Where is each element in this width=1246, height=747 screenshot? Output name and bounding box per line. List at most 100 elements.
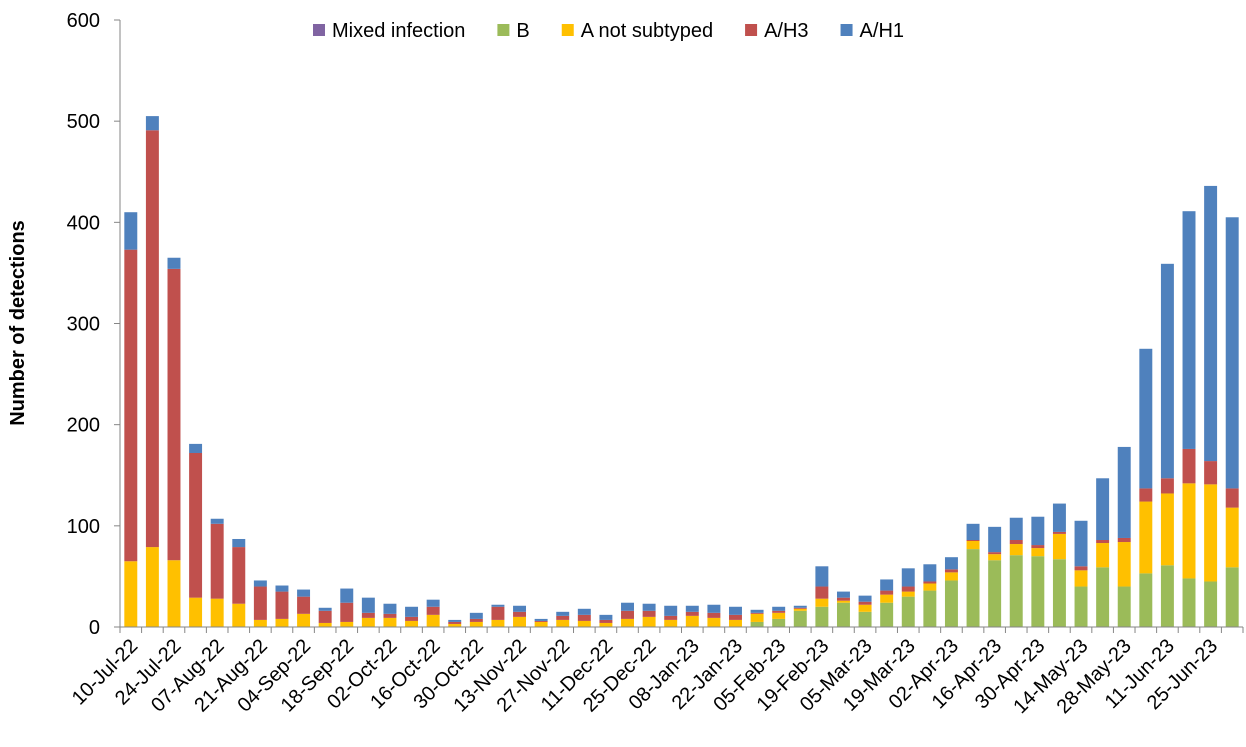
bar-segment <box>1009 544 1023 556</box>
bar-segment <box>1074 570 1088 587</box>
bar-segment <box>145 116 159 131</box>
bar-segment <box>232 547 246 604</box>
bar-segment <box>858 601 872 605</box>
bar-segment <box>534 618 548 621</box>
bar-segment <box>729 614 742 620</box>
bar-segment <box>685 605 699 612</box>
bar-segment <box>880 590 894 595</box>
bar-segment <box>923 583 937 591</box>
bar-segment <box>944 580 958 627</box>
bar-segment <box>469 612 483 619</box>
bar-segment <box>944 569 958 573</box>
bar-segment <box>1052 533 1066 560</box>
bar-segment <box>642 616 656 627</box>
bar-segment <box>189 452 203 598</box>
bar-segment <box>297 613 311 627</box>
legend-label: Mixed infection <box>332 20 465 42</box>
bar-segment <box>1096 543 1110 568</box>
bar-segment <box>836 597 850 601</box>
bar-segment <box>988 560 1002 627</box>
bar-segment <box>426 614 440 627</box>
bar-segment <box>664 619 678 627</box>
bar-segment <box>189 597 203 627</box>
bar-segment <box>880 579 894 591</box>
bar-segment <box>664 605 678 616</box>
bar-segment <box>124 249 138 562</box>
bar-segment <box>340 602 354 622</box>
bar-segment <box>944 557 958 570</box>
bar-segment <box>469 621 483 627</box>
bar-segment <box>858 611 872 627</box>
y-tick-label: 500 <box>67 111 100 133</box>
bar-segment <box>1160 493 1174 566</box>
bar-segment <box>1117 446 1131 538</box>
bar-segment <box>1117 586 1131 627</box>
bar-segment <box>1074 566 1088 571</box>
bar-segment <box>253 619 267 627</box>
y-tick-label: 600 <box>67 10 100 32</box>
bar-segment <box>880 594 894 603</box>
legend-swatch <box>745 24 758 36</box>
bar-segment <box>1117 542 1131 587</box>
bar-segment <box>1160 263 1174 479</box>
bar-segment <box>124 212 138 250</box>
bar-segment <box>1031 545 1045 549</box>
bar-segment <box>513 616 527 627</box>
bar-segment <box>901 586 915 592</box>
bar-segment <box>707 612 721 618</box>
bar-segment <box>1052 531 1066 534</box>
bar-segment <box>966 541 980 550</box>
bar-segment <box>621 602 634 611</box>
bar-segment <box>685 615 699 627</box>
bar-segment <box>793 607 807 609</box>
bar-segment <box>880 602 894 627</box>
bar-segment <box>577 620 591 627</box>
bar-segment <box>1139 501 1153 574</box>
bar-segment <box>750 613 764 622</box>
bar-segment <box>1117 537 1131 543</box>
bar-segment <box>534 620 548 622</box>
bar-segment <box>340 621 354 627</box>
bar-segment <box>297 596 311 614</box>
bar-segment <box>1074 520 1088 567</box>
bar-segment <box>836 591 850 598</box>
bar-segment <box>167 560 181 627</box>
bar-segment <box>556 619 570 627</box>
bar-segment <box>966 539 980 542</box>
bar-segment <box>707 604 721 613</box>
bar-segment <box>750 612 764 614</box>
bar-segment <box>772 610 786 613</box>
bar-segment <box>729 619 742 627</box>
bar-segment <box>361 617 375 627</box>
bar-segment <box>685 611 699 616</box>
bar-segment <box>491 606 505 620</box>
legend-swatch <box>840 24 853 36</box>
bar-segment <box>966 549 980 627</box>
bar-segment <box>1052 503 1066 532</box>
bar-segment <box>210 518 224 524</box>
bar-segment <box>1052 559 1066 627</box>
legend-swatch <box>561 24 574 36</box>
bar-segment <box>577 608 591 615</box>
bar-segment <box>1225 507 1239 568</box>
bar-segment <box>1009 539 1023 545</box>
bar-segment <box>772 618 786 627</box>
bar-segment <box>1009 555 1023 627</box>
bar-segment <box>750 609 764 613</box>
bar-segment <box>232 603 246 627</box>
bar-segment <box>448 623 462 627</box>
bar-segment <box>815 606 829 627</box>
bar-segment <box>534 621 548 627</box>
bar-segment <box>448 621 462 624</box>
y-tick-label: 400 <box>67 212 100 234</box>
bar-segment <box>664 615 678 620</box>
bar-segment <box>1031 516 1045 546</box>
bar-segment <box>815 566 829 587</box>
bar-segment <box>145 130 159 548</box>
legend-swatch <box>313 24 325 36</box>
bar-segment <box>556 615 570 620</box>
bar-segment <box>469 618 483 622</box>
bar-segment <box>772 606 786 611</box>
bar-segment <box>1160 478 1174 494</box>
